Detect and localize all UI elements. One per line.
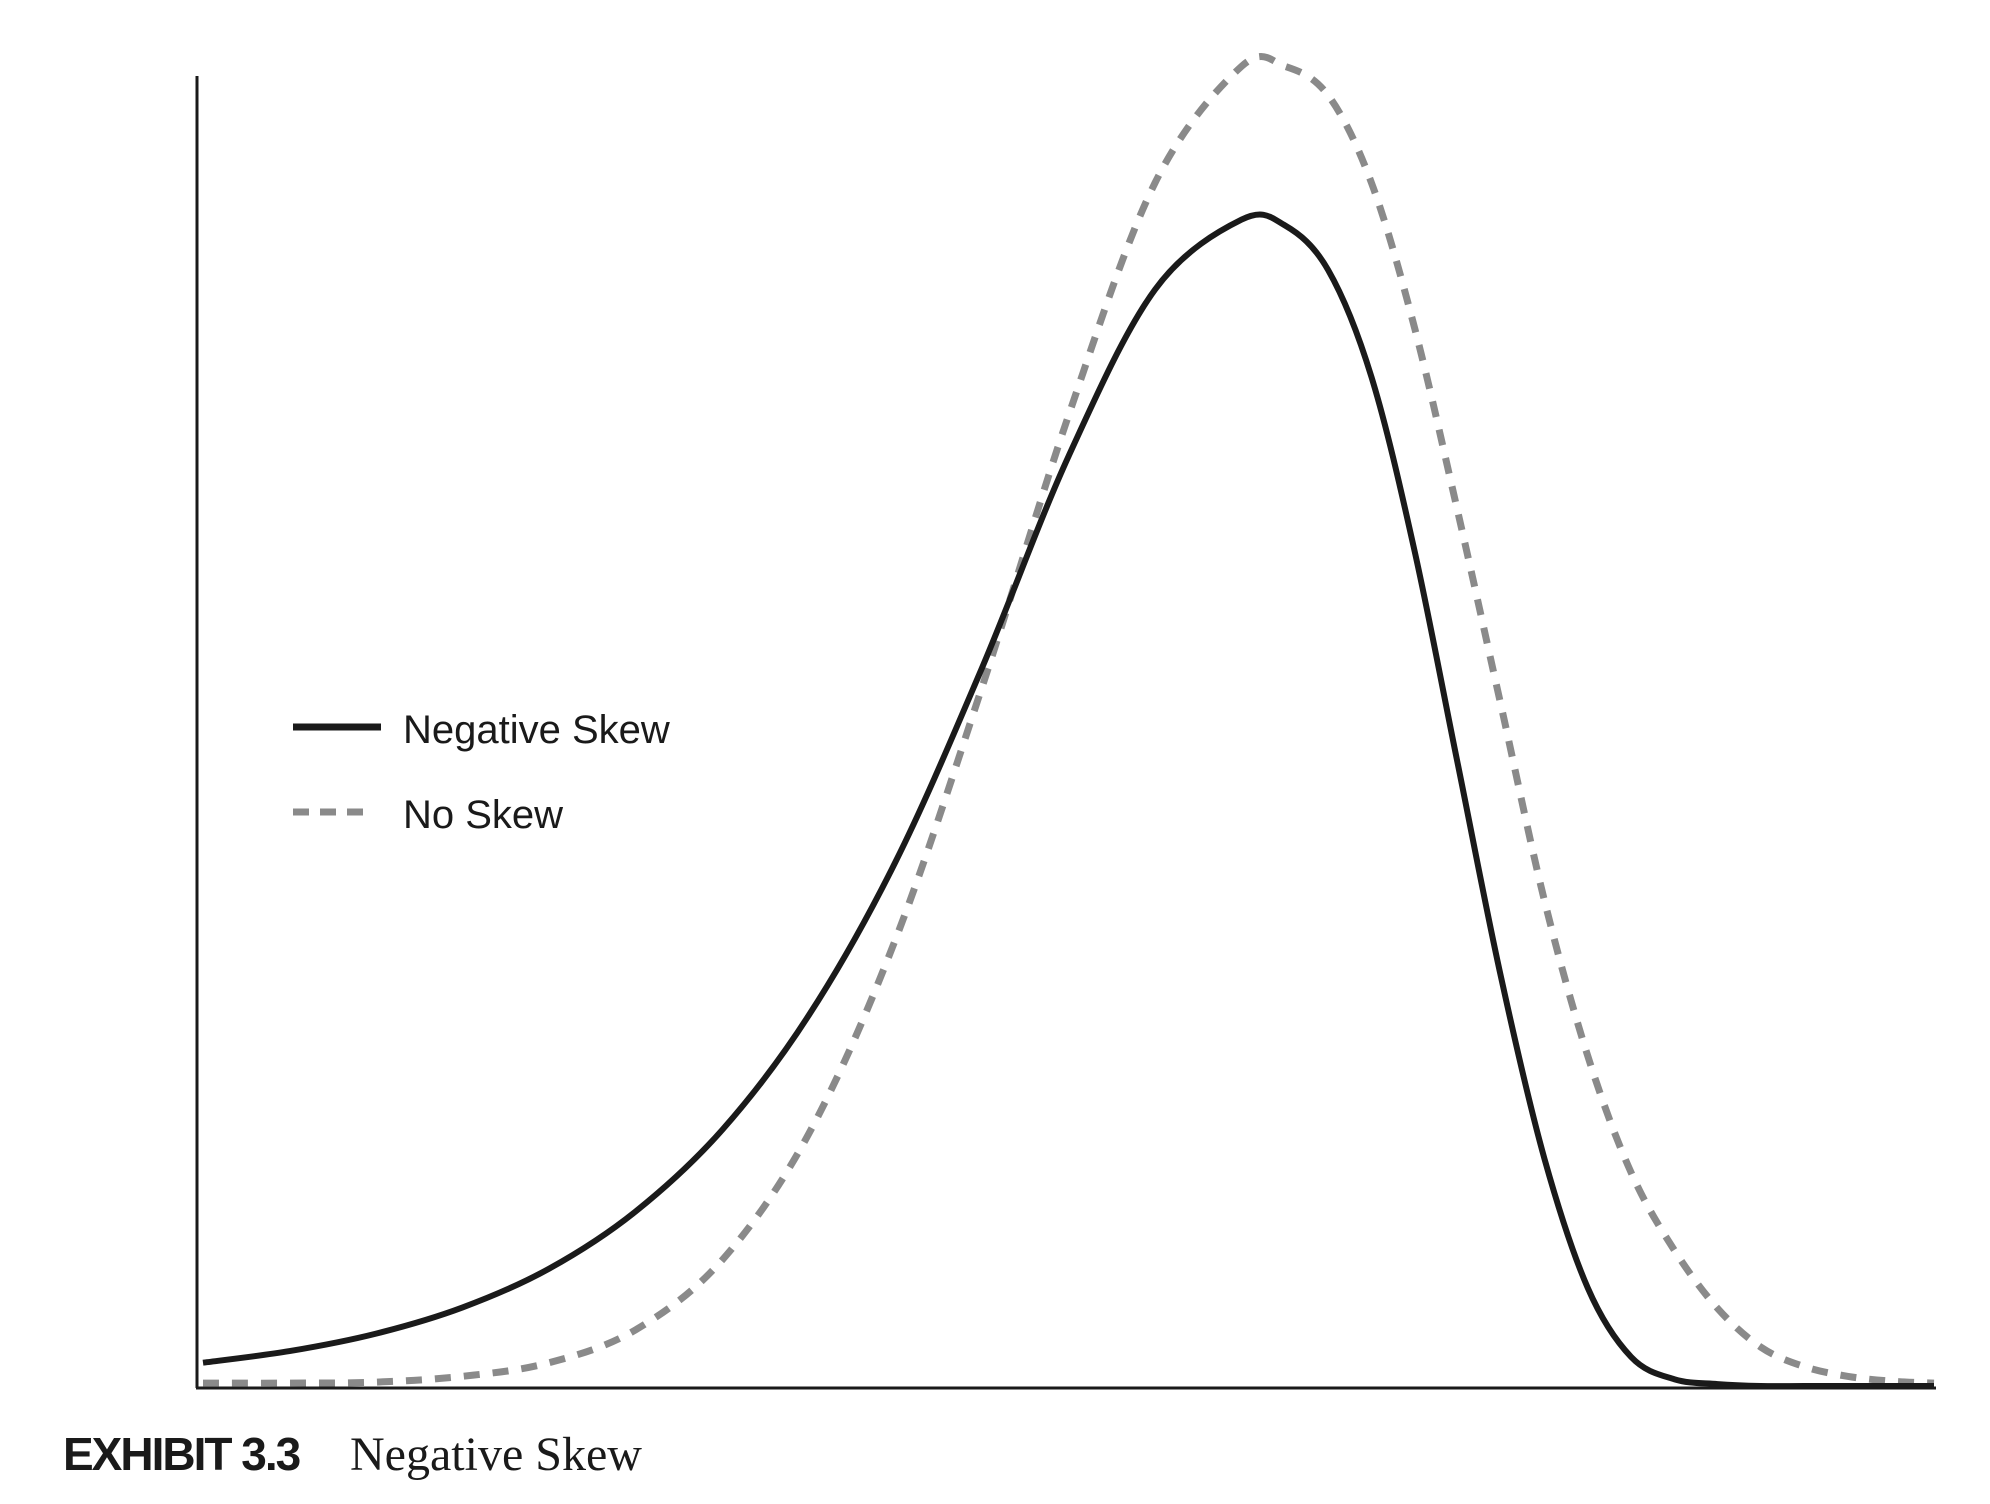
plot-area bbox=[195, 53, 1936, 1390]
caption-title: Negative Skew bbox=[350, 1428, 642, 1481]
series-line-no-skew bbox=[202, 53, 1935, 1387]
legend-label-negative-skew: Negative Skew bbox=[403, 708, 670, 752]
series-layer bbox=[202, 53, 1935, 1390]
legend-item-no-skew: No Skew bbox=[293, 793, 563, 837]
exhibit-label: EXHIBIT 3.3 bbox=[63, 1428, 300, 1480]
legend-label-no-skew: No Skew bbox=[403, 793, 563, 837]
legend: Negative Skew No Skew bbox=[293, 708, 670, 837]
series-line-negative-skew bbox=[202, 211, 1934, 1390]
caption: EXHIBIT 3.3 Negative Skew bbox=[63, 1428, 642, 1481]
legend-item-negative-skew: Negative Skew bbox=[293, 708, 670, 752]
